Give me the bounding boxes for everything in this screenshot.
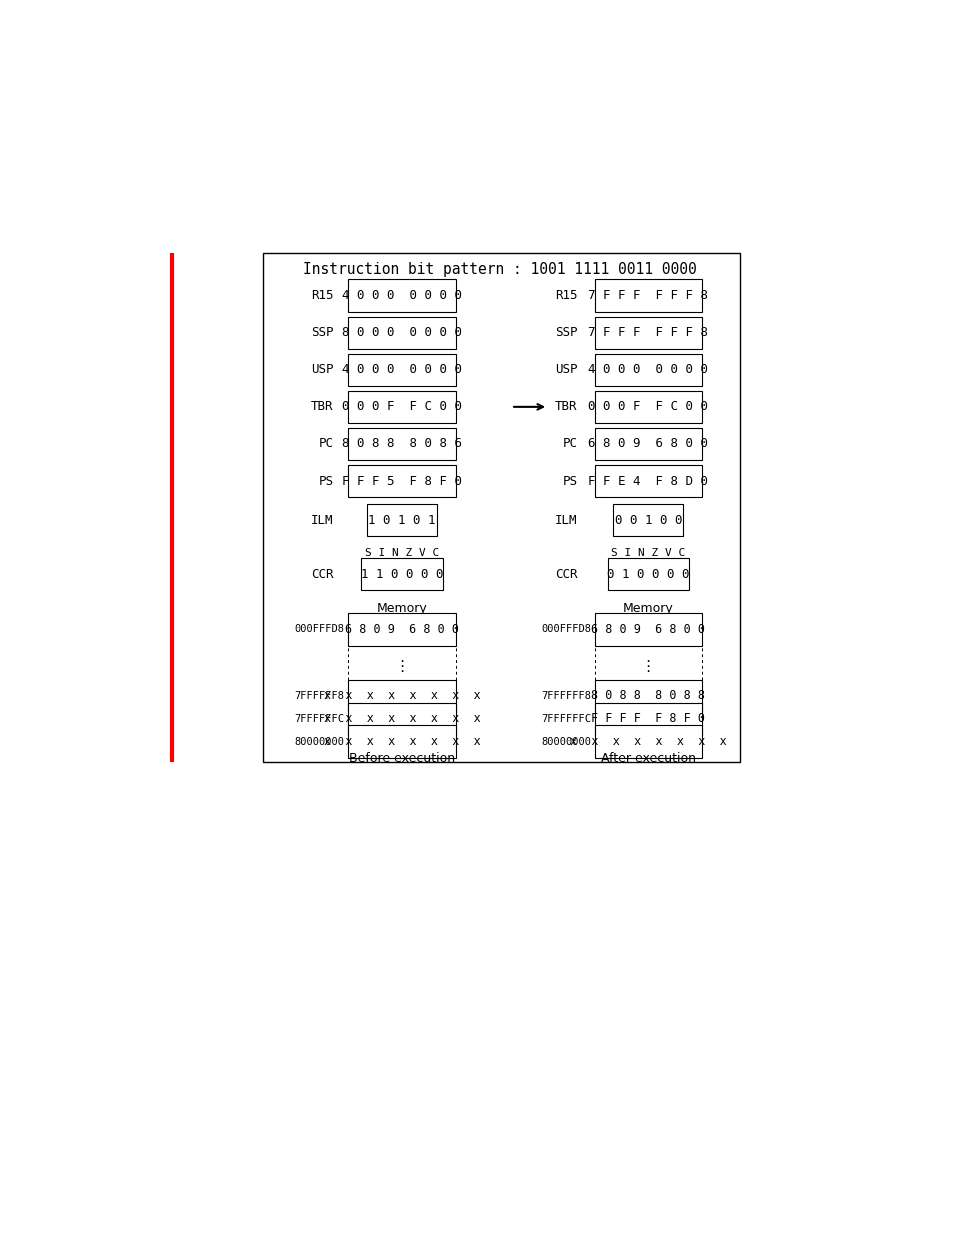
Text: R15: R15 xyxy=(555,289,577,303)
Text: ⋮: ⋮ xyxy=(394,659,409,674)
Text: USP: USP xyxy=(555,363,577,377)
Text: 7FFFFFF8: 7FFFFFF8 xyxy=(540,690,590,701)
Bar xyxy=(594,679,701,713)
Bar xyxy=(594,390,701,424)
Text: 7FFFFFF8: 7FFFFFF8 xyxy=(294,690,344,701)
Text: 7 F F F  F F F 8: 7 F F F F F F 8 xyxy=(588,326,707,340)
Text: SSP: SSP xyxy=(311,326,334,340)
Text: ILM: ILM xyxy=(311,514,334,526)
Bar xyxy=(594,427,701,461)
Text: 0 1 0 0 0 0: 0 1 0 0 0 0 xyxy=(606,568,689,580)
Text: S I N Z V C: S I N Z V C xyxy=(365,548,438,558)
Text: PS: PS xyxy=(318,474,334,488)
Text: PS: PS xyxy=(562,474,577,488)
Text: F F E 4  F 8 D 0: F F E 4 F 8 D 0 xyxy=(588,474,707,488)
Text: S I N Z V C: S I N Z V C xyxy=(611,548,684,558)
Text: x  x  x  x  x  x  x  x: x x x x x x x x xyxy=(323,713,480,725)
Bar xyxy=(594,703,701,735)
Bar xyxy=(348,725,456,758)
Bar xyxy=(594,279,701,311)
Text: 0 0 0 F  F C 0 0: 0 0 0 F F C 0 0 xyxy=(342,400,461,414)
Text: ⋮: ⋮ xyxy=(640,659,656,674)
Text: 1 0 1 0 1: 1 0 1 0 1 xyxy=(368,514,436,526)
Bar xyxy=(348,703,456,735)
Text: USP: USP xyxy=(311,363,334,377)
Bar xyxy=(348,390,456,424)
Bar xyxy=(607,558,688,590)
Text: 80000000: 80000000 xyxy=(294,736,344,747)
Bar xyxy=(594,614,701,646)
Bar xyxy=(613,504,682,536)
Bar xyxy=(348,464,456,498)
Bar xyxy=(594,353,701,385)
Text: 4 0 0 0  0 0 0 0: 4 0 0 0 0 0 0 0 xyxy=(342,363,461,377)
Bar xyxy=(348,353,456,385)
Text: 8 0 8 8  8 0 8 6: 8 0 8 8 8 0 8 6 xyxy=(342,437,461,451)
Text: 6 8 0 9  6 8 0 0: 6 8 0 9 6 8 0 0 xyxy=(591,622,704,636)
Text: Before execution: Before execution xyxy=(349,752,455,764)
Text: 4 0 0 0  0 0 0 0: 4 0 0 0 0 0 0 0 xyxy=(588,363,707,377)
Text: x  x  x  x  x  x  x  x: x x x x x x x x xyxy=(323,689,480,703)
Text: Memory: Memory xyxy=(376,601,427,615)
Text: Instruction bit pattern : 1001 1111 0011 0000: Instruction bit pattern : 1001 1111 0011… xyxy=(303,262,696,278)
Text: PC: PC xyxy=(318,437,334,451)
Text: TBR: TBR xyxy=(311,400,334,414)
Bar xyxy=(348,427,456,461)
Bar xyxy=(348,679,456,713)
Text: 6 8 0 9  6 8 0 0: 6 8 0 9 6 8 0 0 xyxy=(588,437,707,451)
Text: 0 0 0 F  F C 0 0: 0 0 0 F F C 0 0 xyxy=(588,400,707,414)
Bar xyxy=(263,253,740,762)
Text: F F F F  F 8 F 0: F F F F F 8 F 0 xyxy=(591,713,704,725)
Text: SSP: SSP xyxy=(555,326,577,340)
Text: 000FFFD8: 000FFFD8 xyxy=(294,625,344,635)
Text: 4 0 0 0  0 0 0 0: 4 0 0 0 0 0 0 0 xyxy=(342,289,461,303)
Text: After execution: After execution xyxy=(600,752,695,764)
Bar xyxy=(348,279,456,311)
Text: 8 0 0 0  0 0 0 0: 8 0 0 0 0 0 0 0 xyxy=(342,326,461,340)
Text: CCR: CCR xyxy=(555,568,577,580)
Bar xyxy=(367,504,436,536)
Text: ILM: ILM xyxy=(555,514,577,526)
Bar xyxy=(594,464,701,498)
Text: Memory: Memory xyxy=(622,601,673,615)
Text: x  x  x  x  x  x  x  x: x x x x x x x x xyxy=(323,735,480,748)
Bar xyxy=(348,316,456,348)
Text: 7FFFFFFC: 7FFFFFFC xyxy=(540,714,590,724)
Text: 8 0 8 8  8 0 8 8: 8 0 8 8 8 0 8 8 xyxy=(591,689,704,703)
Bar xyxy=(594,316,701,348)
Text: 80000000: 80000000 xyxy=(540,736,590,747)
Text: 000FFFD8: 000FFFD8 xyxy=(540,625,590,635)
Text: 0 0 1 0 0: 0 0 1 0 0 xyxy=(614,514,681,526)
Text: TBR: TBR xyxy=(555,400,577,414)
Text: CCR: CCR xyxy=(311,568,334,580)
Text: PC: PC xyxy=(562,437,577,451)
Text: 7 F F F  F F F 8: 7 F F F F F F 8 xyxy=(588,289,707,303)
Text: R15: R15 xyxy=(311,289,334,303)
Text: F F F 5  F 8 F 0: F F F 5 F 8 F 0 xyxy=(342,474,461,488)
Text: 1 1 0 0 0 0: 1 1 0 0 0 0 xyxy=(360,568,443,580)
Bar xyxy=(348,614,456,646)
Bar xyxy=(361,558,442,590)
Text: 7FFFFFFC: 7FFFFFFC xyxy=(294,714,344,724)
Text: 6 8 0 9  6 8 0 0: 6 8 0 9 6 8 0 0 xyxy=(345,622,458,636)
Text: x  x  x  x  x  x  x  x: x x x x x x x x xyxy=(569,735,726,748)
Bar xyxy=(594,725,701,758)
